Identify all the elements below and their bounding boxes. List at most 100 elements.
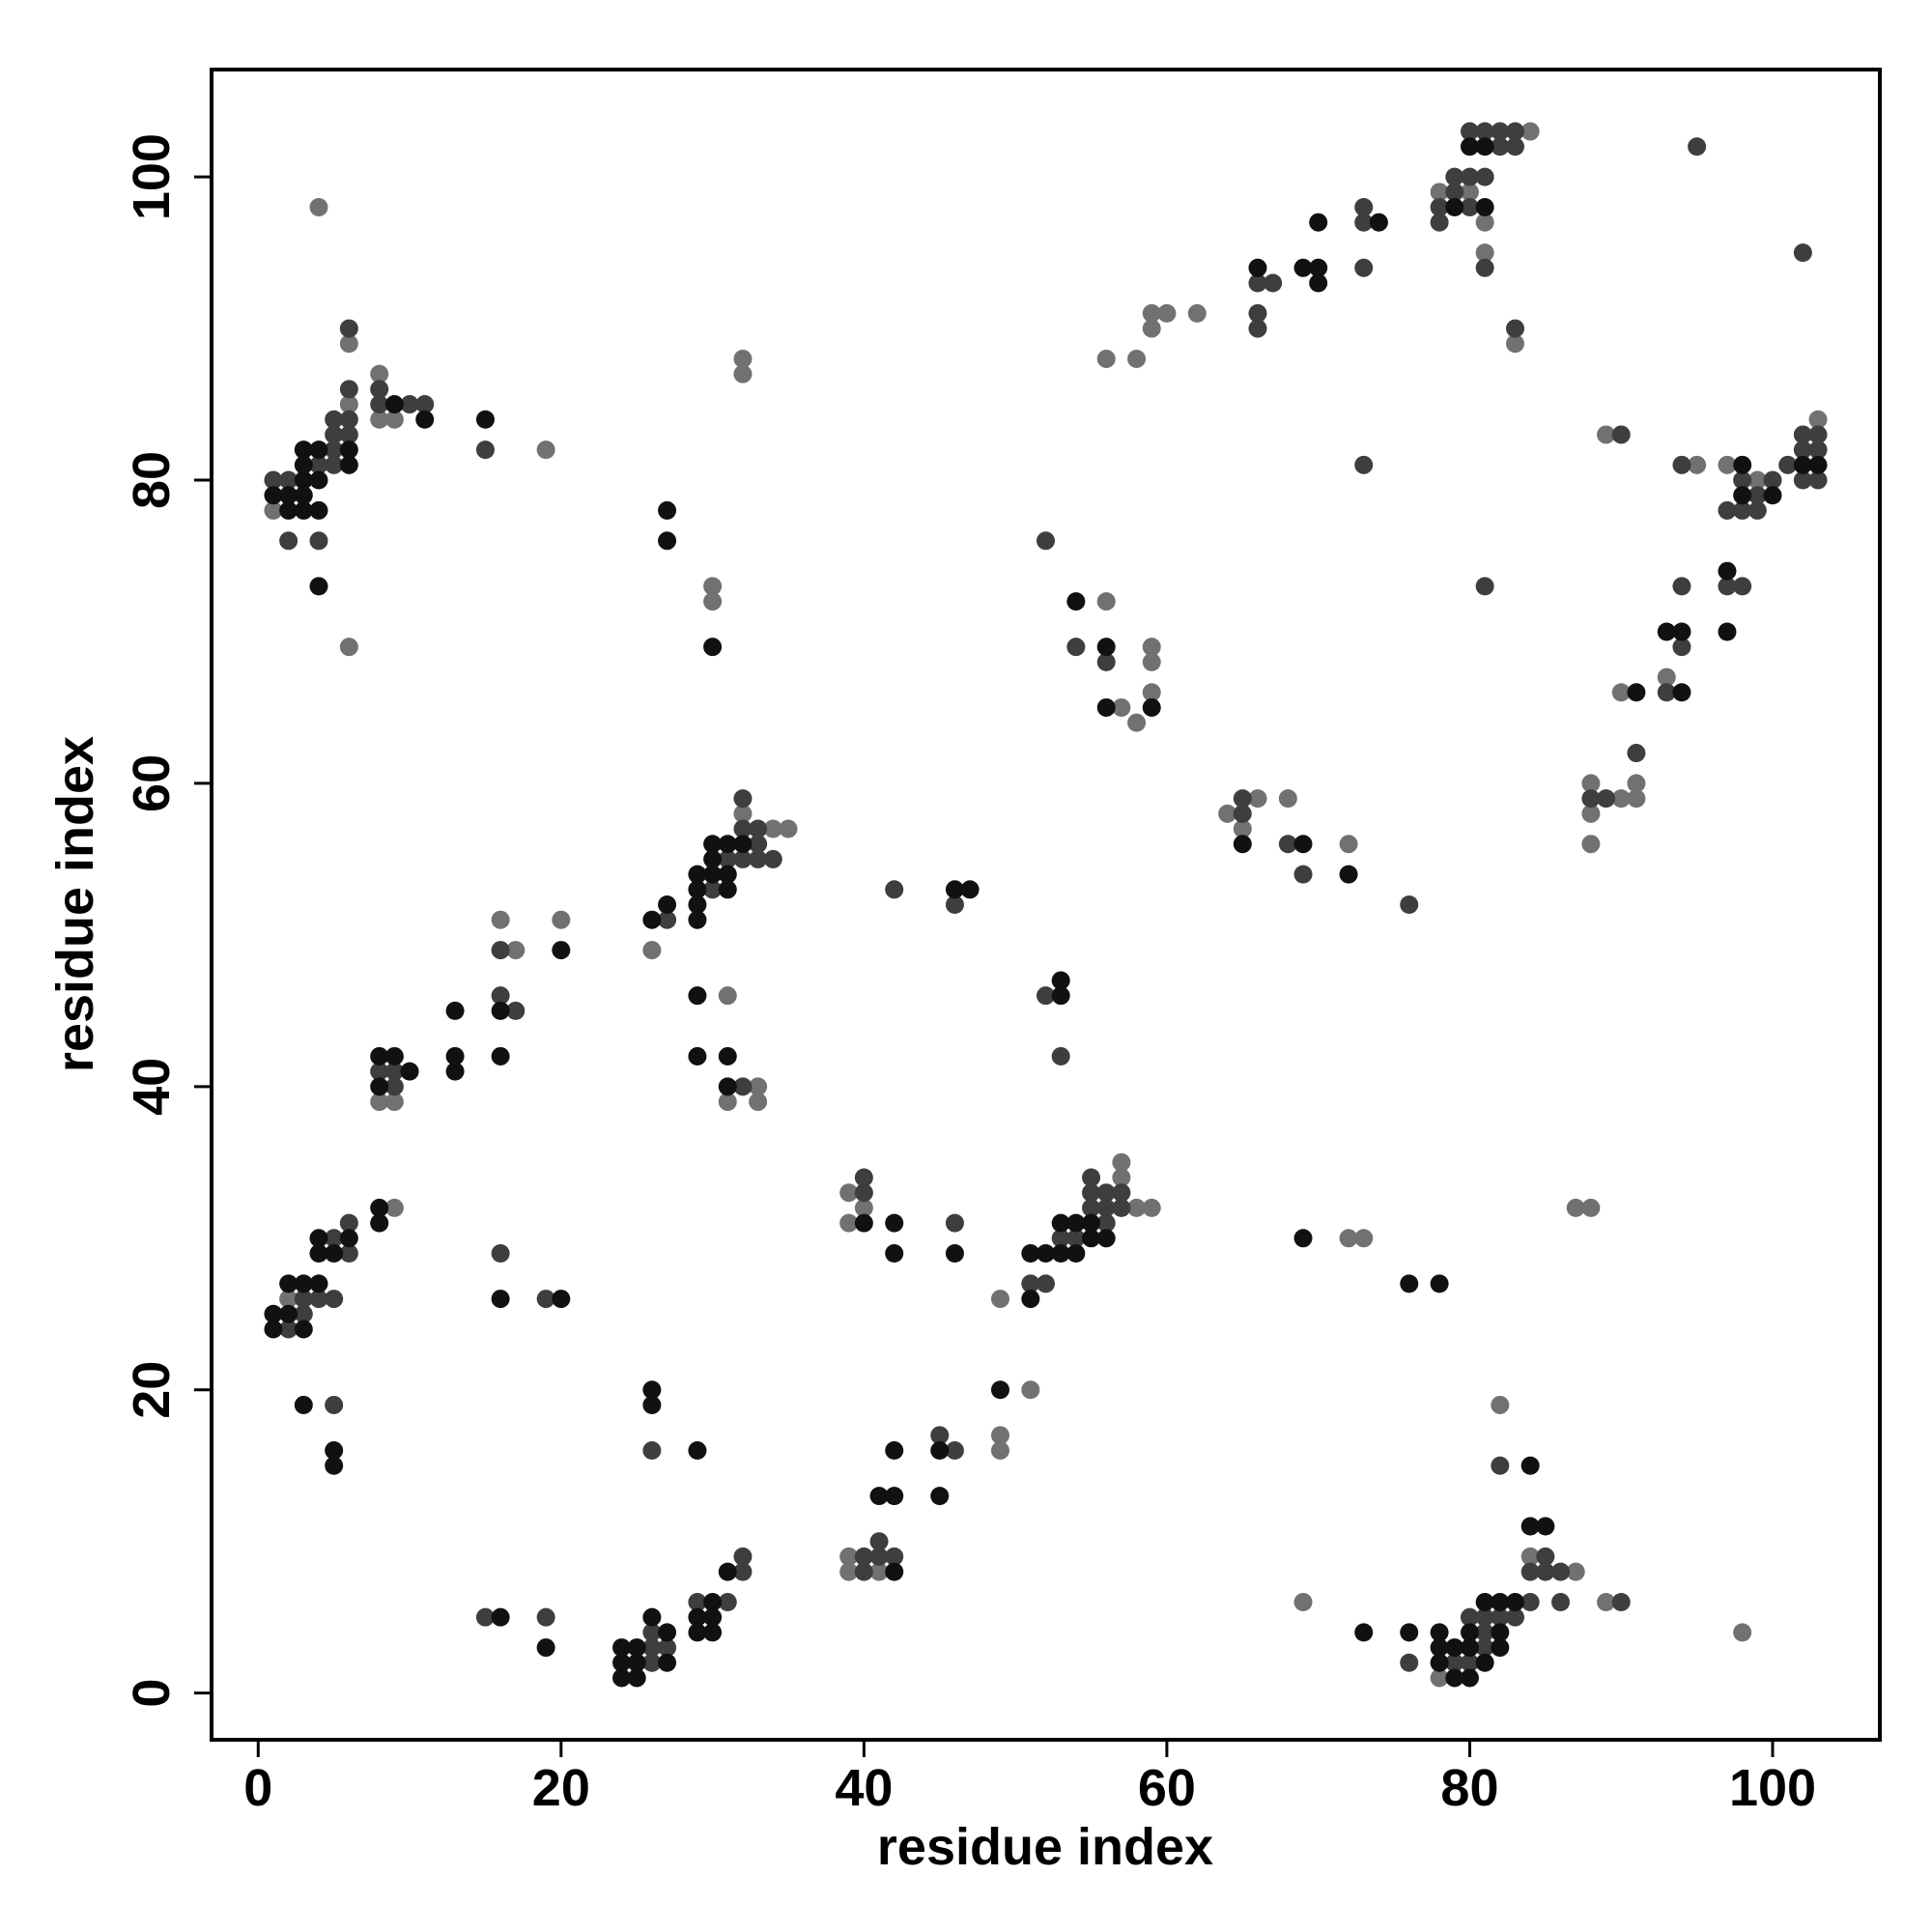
point — [658, 1653, 677, 1672]
point — [763, 849, 782, 868]
point — [1460, 1653, 1479, 1672]
point — [1051, 1243, 1070, 1263]
point — [1475, 137, 1494, 156]
point — [718, 1093, 737, 1112]
point — [703, 638, 723, 657]
x-tick-label: 80 — [1440, 1759, 1498, 1817]
point — [1672, 622, 1691, 641]
point — [264, 486, 283, 505]
point — [612, 1653, 632, 1672]
y-tick-label: 20 — [123, 1361, 181, 1419]
point — [1733, 470, 1752, 490]
point — [945, 895, 964, 914]
point — [552, 941, 571, 960]
point — [1233, 819, 1252, 838]
point — [733, 819, 753, 838]
point — [1611, 789, 1631, 809]
point — [885, 1213, 904, 1233]
point — [339, 334, 358, 354]
point — [1536, 1562, 1555, 1581]
point — [627, 1638, 646, 1658]
point — [885, 1562, 904, 1581]
point — [279, 531, 298, 551]
point — [400, 1062, 419, 1081]
point — [1233, 804, 1252, 823]
point — [703, 835, 723, 854]
point — [1354, 198, 1374, 217]
point — [1233, 835, 1252, 854]
point — [1293, 258, 1313, 277]
point — [718, 1077, 737, 1096]
y-axis-label: residue index — [46, 736, 104, 1072]
point — [1475, 1623, 1494, 1642]
point — [309, 531, 328, 551]
point — [1096, 1198, 1116, 1217]
point — [370, 1093, 389, 1112]
point — [325, 410, 344, 429]
point — [294, 440, 313, 460]
point — [1672, 455, 1691, 474]
point — [1597, 425, 1616, 444]
point — [1475, 167, 1494, 186]
point — [339, 455, 358, 474]
point — [1460, 1607, 1479, 1627]
point — [1248, 303, 1267, 323]
point — [1278, 789, 1297, 809]
point — [339, 440, 358, 460]
point — [945, 1441, 964, 1461]
point — [1354, 455, 1374, 474]
point — [339, 638, 358, 657]
point — [703, 849, 723, 868]
point — [733, 804, 753, 823]
point — [1430, 213, 1449, 232]
point — [658, 1638, 677, 1658]
point — [1051, 971, 1070, 990]
point — [1581, 789, 1601, 809]
point — [1460, 1623, 1479, 1642]
point — [885, 1441, 904, 1461]
point — [1581, 835, 1601, 854]
point — [1051, 1213, 1070, 1233]
point — [1491, 1395, 1510, 1414]
point — [325, 1456, 344, 1475]
point — [1672, 577, 1691, 596]
point — [309, 1274, 328, 1293]
point — [1445, 198, 1464, 217]
point — [1096, 1229, 1116, 1248]
point — [294, 1304, 313, 1323]
point — [1460, 137, 1479, 156]
point — [1066, 1213, 1086, 1233]
point — [552, 1290, 571, 1309]
point — [339, 425, 358, 444]
point — [1520, 1517, 1540, 1536]
point — [1021, 1243, 1040, 1263]
point — [1747, 470, 1767, 490]
point — [1082, 1213, 1101, 1233]
point — [294, 500, 313, 520]
point — [384, 1062, 404, 1081]
x-tick-label: 60 — [1138, 1759, 1196, 1817]
point — [1808, 455, 1828, 474]
point — [309, 455, 328, 474]
point — [1430, 1668, 1449, 1688]
point — [1430, 1638, 1449, 1658]
point — [1142, 319, 1161, 338]
point — [688, 865, 707, 884]
point — [885, 1547, 904, 1566]
point — [1096, 349, 1116, 368]
point — [1520, 1456, 1540, 1475]
point — [1037, 1243, 1055, 1263]
point — [1354, 1623, 1374, 1642]
point — [1627, 774, 1646, 793]
point — [749, 1077, 768, 1096]
point — [1460, 122, 1479, 141]
point — [1597, 789, 1616, 809]
y-tick-label: 80 — [123, 451, 181, 509]
point — [1566, 1562, 1585, 1581]
point — [506, 941, 526, 960]
point — [1248, 273, 1267, 293]
point — [1264, 273, 1283, 293]
point — [1082, 1183, 1101, 1203]
x-tick-label: 0 — [243, 1759, 272, 1817]
